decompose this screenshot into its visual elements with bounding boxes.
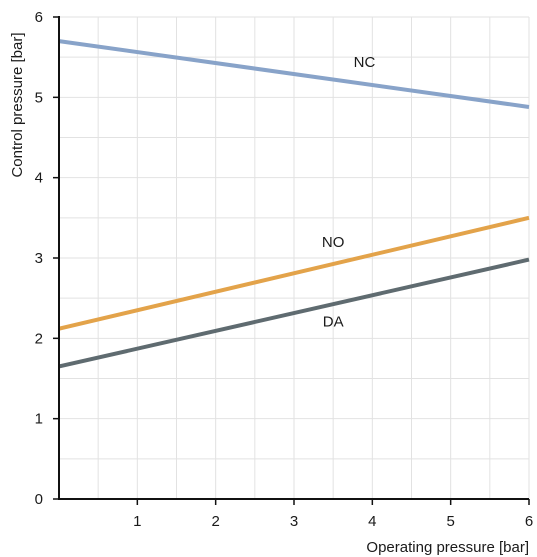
series-line-nc: [58, 39, 530, 109]
series-label-no: NO: [322, 234, 345, 251]
x-tick-label: 3: [290, 513, 298, 530]
y-tick-label: 1: [35, 411, 43, 428]
x-tick-label: 1: [133, 513, 141, 530]
series-label-nc: NC: [354, 54, 376, 71]
grid: [59, 16, 530, 499]
x-tick-label: 4: [368, 513, 376, 530]
x-tick-label: 6: [525, 513, 533, 530]
series-label-da: DA: [323, 313, 344, 330]
series-lines: [58, 39, 530, 369]
x-tick-label: 5: [446, 513, 454, 530]
y-tick-label: 6: [35, 9, 43, 26]
y-tick-label: 0: [35, 491, 43, 508]
series-line-da: [58, 257, 530, 369]
y-tick-label: 4: [35, 170, 43, 187]
x-axis-title: Operating pressure [bar]: [366, 539, 529, 556]
y-tick-label: 2: [35, 330, 43, 347]
x-tick-label: 2: [211, 513, 219, 530]
series-line-no: [58, 215, 530, 331]
series-labels: NC NO DA: [322, 54, 376, 330]
y-axis-title: Control pressure [bar]: [9, 32, 26, 177]
axes: [53, 16, 530, 505]
y-tick-label: 3: [35, 250, 43, 267]
y-tick-label: 5: [35, 89, 43, 106]
tick-labels: 0 1 2 3 4 5 6 1 2 3 4 5 6: [35, 9, 534, 530]
